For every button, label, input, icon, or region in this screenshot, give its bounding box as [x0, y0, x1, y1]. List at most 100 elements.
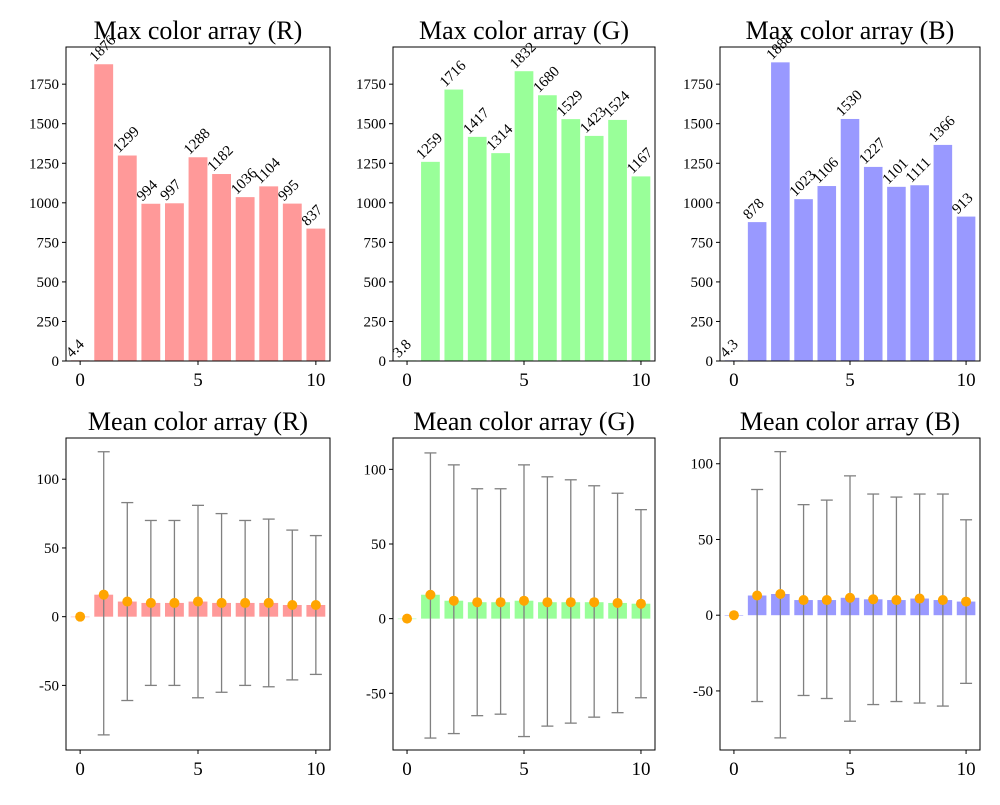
chart-title: Max color array (R)	[94, 16, 303, 45]
x-tick-label: 5	[519, 370, 529, 391]
y-tick-label: 1750	[683, 77, 713, 93]
bar	[584, 135, 604, 361]
bar	[467, 136, 487, 361]
data-label: 1417	[460, 105, 493, 138]
y-tick-label: 500	[691, 275, 714, 291]
mean-marker	[425, 589, 436, 600]
data-label: 1104	[252, 155, 284, 187]
mean-marker	[145, 597, 156, 608]
chart-panel-3: 4.38781888102311061530122711011111136691…	[683, 16, 981, 391]
data-label: 1529	[554, 87, 587, 120]
x-tick-label: 10	[957, 370, 976, 391]
data-label: 3.8	[390, 337, 415, 362]
bar	[933, 144, 953, 361]
y-tick-label: 750	[364, 235, 387, 251]
mean-marker	[75, 611, 86, 622]
mean-marker	[402, 613, 413, 624]
data-label: 1366	[926, 113, 959, 146]
data-label: 1314	[484, 121, 517, 154]
y-tick-label: -50	[366, 686, 386, 702]
bar	[887, 186, 906, 361]
bar	[538, 95, 557, 361]
y-tick-label: 1750	[356, 77, 386, 93]
chart-title: Mean color array (G)	[413, 407, 635, 436]
mean-marker	[519, 595, 529, 606]
y-tick-label: 0	[379, 612, 387, 628]
bar	[235, 197, 255, 361]
bar	[840, 118, 860, 361]
bar	[514, 71, 534, 362]
mean-marker	[472, 597, 483, 608]
y-tick-label: 0	[52, 610, 60, 626]
y-tick-label: 100	[37, 472, 60, 488]
data-label: 1167	[624, 145, 656, 177]
y-tick-label: 500	[37, 275, 60, 291]
mean-marker	[542, 597, 553, 608]
mean-marker	[821, 595, 832, 606]
y-tick-label: 750	[37, 235, 60, 251]
mean-marker	[98, 589, 109, 600]
data-label: 1530	[833, 87, 866, 120]
chart-panel-1: 4.41876129999499712881182103611049958370…	[29, 16, 331, 391]
chart-title: Mean color array (R)	[88, 407, 308, 436]
y-tick-label: 500	[364, 275, 387, 291]
y-tick-label: -50	[693, 684, 713, 700]
data-label: 1716	[437, 58, 470, 91]
bar	[212, 174, 231, 361]
mean-marker	[775, 589, 786, 599]
mean-marker	[891, 595, 902, 606]
y-tick-label: -50	[39, 678, 59, 694]
mean-marker	[193, 596, 203, 607]
bar	[165, 203, 184, 361]
bar	[747, 222, 767, 361]
x-tick-label: 0	[729, 370, 739, 391]
y-tick-label: 100	[364, 462, 387, 478]
x-tick-label: 0	[729, 759, 739, 780]
data-label: 997	[158, 177, 186, 205]
mean-marker	[961, 596, 972, 607]
mean-marker	[868, 594, 879, 605]
x-tick-label: 10	[306, 370, 325, 391]
bar	[794, 199, 813, 361]
x-tick-label: 5	[193, 370, 203, 391]
mean-marker	[310, 599, 321, 610]
mean-marker	[495, 597, 506, 608]
chart-title: Mean color array (B)	[740, 407, 960, 436]
bar	[817, 186, 837, 361]
x-tick-label: 5	[193, 759, 203, 780]
x-tick-label: 0	[402, 759, 412, 780]
data-label: 1259	[414, 130, 447, 163]
mean-marker	[635, 598, 646, 609]
chart-panel-2: 3.81259171614171314183216801529142315241…	[356, 16, 657, 391]
data-label: 1111	[903, 155, 934, 186]
data-label: 1288	[181, 126, 214, 159]
y-tick-label: 250	[364, 314, 387, 330]
mean-marker	[287, 599, 298, 610]
bar	[631, 176, 651, 361]
bar	[259, 186, 279, 361]
y-tick-label: 0	[379, 354, 387, 370]
y-tick-label: 50	[698, 532, 713, 548]
mean-marker	[122, 596, 133, 607]
y-tick-label: 750	[691, 235, 714, 251]
bar	[94, 64, 114, 362]
y-tick-label: 1750	[29, 77, 59, 93]
x-tick-label: 10	[631, 370, 650, 391]
y-tick-label: 1250	[356, 156, 386, 172]
data-label: 1227	[856, 135, 889, 168]
chart-panel-4: -50 0 50 100 0 5 10 Mean color array (R)	[37, 407, 331, 780]
y-tick-label: 0	[52, 354, 60, 370]
mean-marker	[728, 610, 739, 621]
mean-marker	[448, 595, 459, 606]
data-label: 995	[275, 177, 302, 204]
x-tick-label: 5	[845, 759, 855, 780]
data-label: 1680	[531, 64, 564, 97]
x-tick-label: 0	[75, 759, 85, 780]
y-tick-label: 250	[691, 314, 714, 330]
data-label: 994	[134, 177, 162, 205]
x-tick-label: 0	[402, 370, 412, 391]
mean-marker	[263, 597, 274, 608]
bar	[444, 89, 464, 362]
